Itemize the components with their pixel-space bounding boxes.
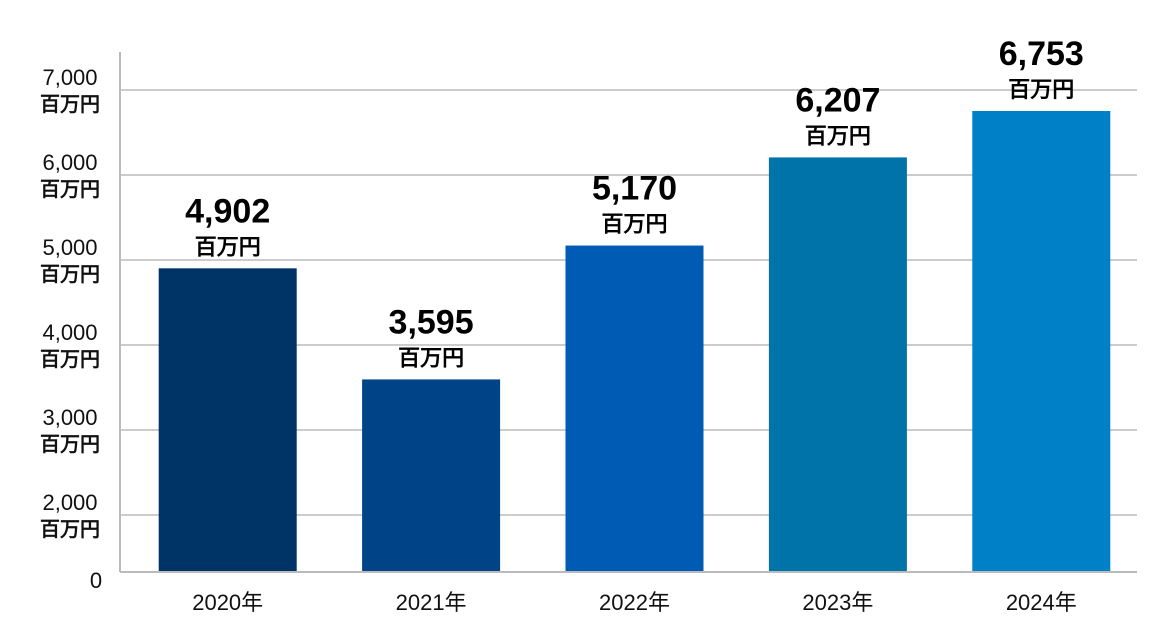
y-tick-unit: 百万円 [40, 94, 100, 116]
y-tick-unit: 百万円 [40, 179, 100, 201]
y-tick-label: 6,000 [42, 150, 97, 175]
x-tick-label: 2021年 [396, 590, 467, 615]
bar [768, 157, 907, 572]
bar [565, 245, 704, 573]
data-label-value: 5,170 [592, 170, 677, 208]
bar [362, 379, 501, 572]
y-tick-unit: 百万円 [40, 264, 100, 286]
x-tick-label: 2020年 [192, 590, 263, 615]
y-tick-unit: 百万円 [40, 349, 100, 371]
y-tick-label: 7,000 [42, 65, 97, 90]
value-labels: 4,902 百万円 3,595 百万円 5,170 百万円 6,207 百万円 6,753 百万円 [185, 35, 1084, 370]
data-label-unit: 百万円 [805, 123, 871, 148]
y-tick-label: 3,000 [42, 405, 97, 430]
data-label-value: 6,753 [999, 35, 1084, 73]
y-tick-label: 2,000 [42, 490, 97, 515]
data-label-value: 4,902 [185, 192, 270, 230]
y-tick-label: 5,000 [42, 235, 97, 260]
data-label-unit: 百万円 [1008, 77, 1074, 102]
bars [158, 110, 1111, 573]
data-label-value: 3,595 [389, 303, 474, 341]
x-axis-labels: 2020年 2021年 2022年 2023年 2024年 [192, 590, 1077, 615]
y-axis-ticks: 2,000 百万円 3,000 百万円 4,000 百万円 5,000 百万円 6,000 百万円… [40, 65, 100, 541]
y-tick-unit: 百万円 [40, 434, 100, 456]
y-tick-label: 4,000 [42, 320, 97, 345]
data-label-unit: 百万円 [398, 345, 464, 370]
y-tick-zero-label: 0 [90, 568, 102, 593]
y-tick-unit: 百万円 [40, 519, 100, 541]
data-label-unit: 百万円 [601, 212, 667, 237]
bar [158, 268, 297, 572]
data-label-unit: 百万円 [195, 234, 261, 259]
x-tick-label: 2022年 [599, 590, 670, 615]
x-tick-label: 2023年 [802, 590, 873, 615]
bar [972, 110, 1111, 573]
data-label-value: 6,207 [795, 81, 880, 119]
x-tick-label: 2024年 [1006, 590, 1077, 615]
